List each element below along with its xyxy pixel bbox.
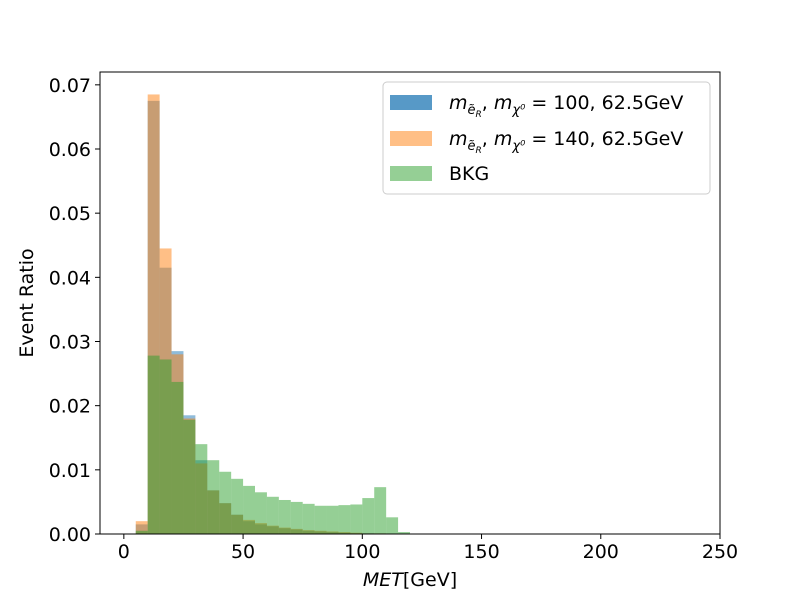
legend-box: [382, 81, 711, 195]
histogram-bar: [266, 496, 279, 534]
y-axis-ticks: 0.00 0.01 0.02 0.03 0.04 0.05 0.06 0.07: [49, 75, 100, 546]
x-tick-label: 50: [231, 541, 255, 563]
histogram-bar: [255, 492, 267, 534]
plot-frame: [99, 71, 721, 535]
y-tick-label: 0.06: [49, 139, 91, 161]
legend-entry-label: BKG: [449, 163, 489, 185]
histogram-bar: [302, 503, 315, 534]
x-tick-label: 0: [118, 541, 130, 563]
x-axis-ticks: 0 50 100 150 200 250: [118, 534, 738, 563]
x-tick-label: 150: [463, 541, 499, 563]
y-tick-label: 0.07: [49, 75, 91, 97]
y-tick-label: 0.05: [49, 203, 91, 225]
histogram-bar: [314, 505, 327, 534]
legend-entry-label: mẽR, mχ⁰ = 100, 62.5GeV: [449, 92, 683, 120]
histogram-bar: [207, 460, 220, 534]
histogram-bar: [398, 532, 410, 534]
histogram-bar: [171, 381, 184, 534]
x-tick-label: 200: [583, 541, 619, 563]
histogram-bar: [147, 355, 160, 534]
x-tick-label: 100: [344, 541, 380, 563]
histogram-bar: [135, 530, 148, 534]
series-2-bars: [135, 355, 410, 534]
histogram-bar: [147, 94, 160, 534]
y-tick-label: 0.02: [49, 396, 91, 418]
legend: mẽR, mχ⁰ = 100, 62.5GeV mẽR, mχ⁰ = 140,…: [382, 81, 711, 195]
legend-entry-label: mẽR, mχ⁰ = 140, 62.5GeV: [449, 128, 683, 156]
legend-swatch: [390, 95, 432, 110]
histogram-bar: [135, 521, 148, 534]
x-axis-label: MET[GeV]: [363, 569, 457, 591]
histogram-bar: [326, 505, 339, 534]
y-tick-label: 0.03: [49, 332, 91, 354]
histogram-bar: [338, 505, 351, 534]
histogram-bars: [135, 94, 410, 535]
y-tick-label: 0.00: [49, 524, 91, 546]
y-axis-label: Event Ratio: [16, 248, 38, 357]
histogram-bar: [195, 444, 208, 534]
x-tick-label: 250: [702, 541, 738, 563]
histogram-bar: [386, 517, 399, 534]
legend-swatch: [390, 131, 432, 146]
histogram-bar: [231, 478, 244, 534]
histogram-bar: [219, 471, 232, 534]
histogram-bar: [362, 498, 375, 534]
legend-swatch: [390, 166, 432, 181]
histogram-bar: [183, 419, 196, 534]
y-tick-label: 0.01: [49, 460, 91, 482]
histogram-bar: [374, 487, 387, 534]
histogram-bar: [278, 499, 291, 534]
histogram-bar: [350, 504, 363, 534]
histogram-bar: [290, 501, 303, 534]
y-tick-label: 0.04: [49, 267, 91, 289]
histogram-bar: [243, 485, 255, 534]
histogram-bar: [159, 359, 172, 534]
